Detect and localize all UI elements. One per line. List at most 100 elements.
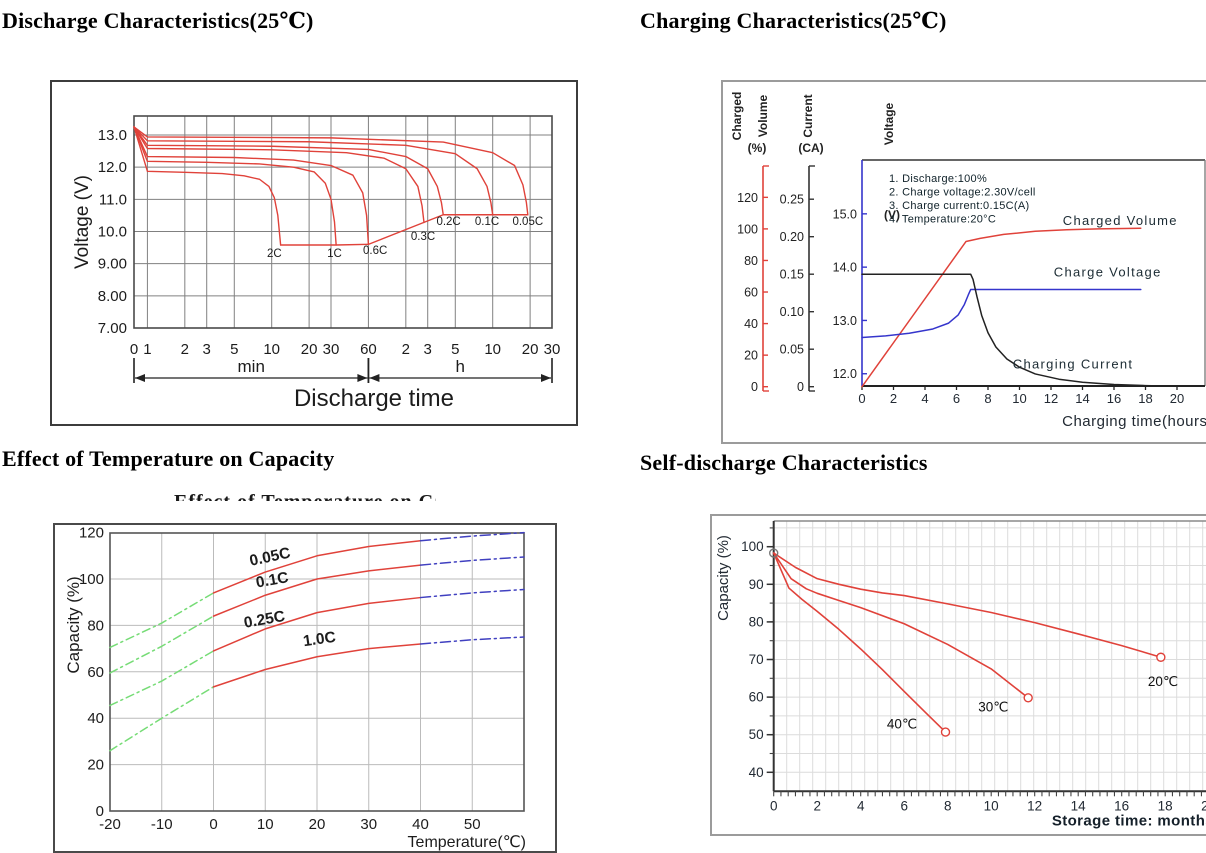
discharge-chart: 13.012.011.010.09.008.007.000 1 2 3 5 10 20 30 6… (72, 115, 561, 412)
svg-text:0.05: 0.05 (780, 343, 804, 357)
svg-text:14: 14 (1071, 798, 1087, 813)
svg-text:40℃: 40℃ (887, 717, 917, 732)
svg-text:10: 10 (984, 798, 999, 813)
svg-text:0.2C: 0.2C (436, 216, 460, 228)
svg-text:2: 2 (813, 798, 821, 813)
svg-text:Temperature(℃): Temperature(℃) (408, 834, 526, 851)
svg-text:Charged: Charged (730, 92, 744, 141)
svg-text:3: 3 (203, 341, 211, 358)
svg-text:40: 40 (749, 765, 764, 780)
clipped-title-text: Effect of Temperature on Capacity (174, 492, 436, 501)
svg-text:50: 50 (464, 816, 481, 833)
svg-text:100: 100 (79, 571, 104, 588)
self-discharge-chart-title: Self-discharge Characteristics (640, 450, 928, 475)
svg-text:0.25C: 0.25C (243, 608, 287, 632)
svg-text:0: 0 (96, 803, 104, 820)
svg-text:Charged Volume: Charged Volume (1063, 213, 1178, 228)
svg-text:2: 2 (890, 391, 897, 406)
svg-text:30℃: 30℃ (978, 699, 1008, 714)
svg-text:14.0: 14.0 (833, 261, 857, 275)
svg-text:60: 60 (744, 286, 758, 300)
svg-text:2: 2 (181, 341, 189, 358)
svg-text:Volume: Volume (756, 94, 770, 137)
svg-text:20: 20 (1201, 798, 1206, 813)
svg-text:0.3C: 0.3C (411, 231, 435, 243)
svg-text:60: 60 (749, 690, 764, 705)
svg-text:0.1C: 0.1C (255, 569, 290, 591)
svg-text:0: 0 (797, 380, 804, 394)
svg-text:4: 4 (921, 391, 928, 406)
svg-text:2C: 2C (267, 248, 282, 260)
svg-text:20: 20 (1170, 391, 1184, 406)
svg-text:h: h (455, 357, 464, 376)
svg-text:8.00: 8.00 (98, 288, 127, 305)
svg-text:3. Charge current:0.15C(A): 3. Charge current:0.15C(A) (889, 200, 1029, 212)
svg-text:12: 12 (1044, 391, 1058, 406)
svg-text:100: 100 (741, 539, 764, 554)
discharge-chart-title: Discharge Characteristics(25℃) (2, 8, 314, 33)
self-discharge-chart: 100 90 80 70 60 50 40 0 2 4 6 8 10 12 14 16 18 20Storage … (715, 520, 1206, 829)
svg-text:9.00: 9.00 (98, 256, 127, 273)
svg-text:0: 0 (209, 816, 217, 833)
svg-text:(%): (%) (748, 141, 767, 155)
svg-text:Voltage (V): Voltage (V) (72, 175, 93, 269)
svg-text:1C: 1C (327, 248, 342, 260)
svg-text:120: 120 (737, 191, 758, 205)
svg-text:Discharge time: Discharge time (294, 385, 454, 412)
svg-text:1. Discharge:100%: 1. Discharge:100% (889, 173, 987, 185)
svg-text:Capacity (%): Capacity (%) (715, 535, 732, 621)
svg-text:6: 6 (953, 391, 960, 406)
svg-text:40: 40 (412, 816, 429, 833)
svg-text:40: 40 (87, 710, 104, 727)
svg-text:Capacity (%): Capacity (%) (64, 576, 83, 673)
svg-text:6: 6 (900, 798, 908, 813)
svg-text:0.20: 0.20 (780, 230, 804, 244)
self-discharge-chart-panel: 100 90 80 70 60 50 40 0 2 4 6 8 10 12 14 16 18 20Storage … (710, 514, 1206, 836)
svg-text:30: 30 (544, 341, 561, 358)
svg-text:8: 8 (944, 798, 952, 813)
svg-text:-20: -20 (99, 816, 121, 833)
svg-text:90: 90 (749, 577, 764, 592)
svg-text:7.00: 7.00 (98, 320, 127, 337)
svg-text:30: 30 (323, 341, 340, 358)
svg-text:0.05C: 0.05C (512, 216, 543, 228)
svg-text:40: 40 (744, 317, 758, 331)
svg-text:Voltage: Voltage (882, 102, 896, 145)
temperature-chart-panel: 0 20 40 60 80 100 120 -20 -10 0 10 20 30 40 50 Capacity… (53, 523, 557, 853)
svg-text:80: 80 (87, 617, 104, 634)
svg-text:12: 12 (1027, 798, 1042, 813)
svg-text:20: 20 (309, 816, 326, 833)
svg-text:11.0: 11.0 (99, 191, 127, 208)
temperature-chart: 0 20 40 60 80 100 120 -20 -10 0 10 20 30 40 50 Capacity… (64, 525, 526, 851)
svg-text:60: 60 (87, 664, 104, 681)
svg-text:100: 100 (737, 222, 758, 236)
svg-text:1.0C: 1.0C (302, 629, 337, 650)
svg-text:10: 10 (257, 816, 274, 833)
svg-text:14: 14 (1075, 391, 1089, 406)
svg-text:30: 30 (360, 816, 377, 833)
svg-text:5: 5 (451, 341, 459, 358)
svg-text:Charge Voltage: Charge Voltage (1054, 265, 1162, 280)
svg-text:0.15: 0.15 (780, 268, 804, 282)
svg-text:Storage time: months: Storage time: months (1052, 812, 1206, 829)
svg-text:8: 8 (984, 391, 991, 406)
svg-text:0: 0 (751, 380, 758, 394)
svg-text:16: 16 (1114, 798, 1129, 813)
svg-text:18: 18 (1138, 391, 1152, 406)
svg-text:0.1C: 0.1C (475, 216, 499, 228)
svg-text:min: min (238, 357, 265, 376)
svg-text:2: 2 (402, 341, 410, 358)
temperature-chart-title: Effect of Temperature on Capacity (2, 446, 335, 471)
svg-text:4. Temperature:20°C: 4. Temperature:20°C (889, 214, 996, 226)
svg-text:1: 1 (143, 341, 151, 358)
svg-text:10.0: 10.0 (98, 223, 127, 240)
svg-text:120: 120 (79, 525, 104, 542)
svg-text:Current: Current (801, 94, 815, 137)
svg-text:20℃: 20℃ (1148, 674, 1178, 689)
svg-text:0: 0 (130, 341, 138, 358)
charging-chart-title: Charging Characteristics(25℃) (640, 8, 947, 33)
svg-text:12.0: 12.0 (98, 159, 127, 176)
svg-text:16: 16 (1107, 391, 1121, 406)
svg-text:2. Charge voltage:2.30V/cell: 2. Charge voltage:2.30V/cell (889, 187, 1036, 199)
